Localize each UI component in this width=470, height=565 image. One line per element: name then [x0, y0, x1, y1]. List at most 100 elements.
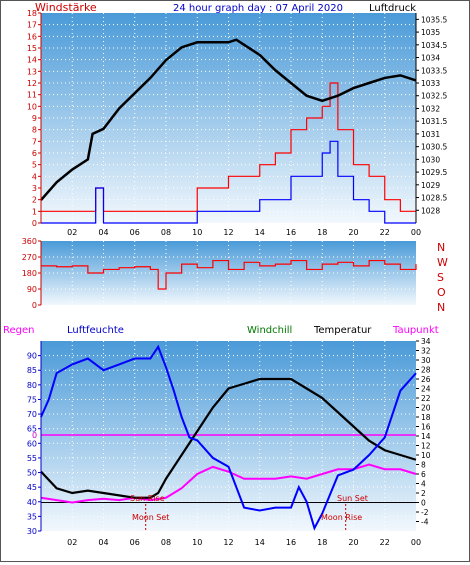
top-right-tick-label: 1034 [421, 54, 440, 63]
top-left-tick-label: 8 [32, 126, 37, 135]
top-left-tick-label: 12 [27, 79, 37, 88]
bottom-left-tick-label: 80 [27, 381, 37, 390]
bottom-right-tick-label: 20 [421, 404, 431, 413]
top-left-tick-label: 2 [32, 196, 37, 205]
bottom-right-tick-label: 34 [421, 337, 431, 346]
windstaerke-label: Windstärke [35, 1, 97, 14]
top-left-tick-label: 7 [32, 137, 37, 146]
page-title: 24 hour graph day : 07 April 2020 [173, 3, 343, 14]
sun-rise-label: Sun Rise [130, 494, 165, 503]
top-x-tick-label: 14 [255, 228, 265, 237]
bottom-right-tick-label: -4 [421, 518, 429, 527]
top-right-tick-label: 1035.5 [421, 15, 447, 24]
bottom-x-tick-label: 06 [130, 538, 140, 547]
top-x-tick-label: 20 [348, 228, 358, 237]
middle-left-tick-label: 0 [32, 301, 37, 310]
top-x-tick-label: 10 [192, 228, 202, 237]
top-left-tick-label: 1 [32, 207, 37, 216]
middle-left-tick-label: 180 [22, 269, 37, 278]
legend-taupunkt: Taupunkt [392, 325, 439, 336]
top-left-tick-label: 11 [27, 91, 37, 100]
top-x-tick-label: 16 [286, 228, 296, 237]
bottom-right-tick-label: 10 [421, 451, 431, 460]
bottom-left-tick-label: 55 [27, 454, 37, 463]
bottom-left-tick-label: 60 [27, 439, 37, 448]
bottom-left-tick-label: 65 [27, 425, 37, 434]
bottom-right-tick-label: 12 [421, 442, 431, 451]
bottom-x-tick-label: 10 [192, 538, 202, 547]
bottom-right-tick-label: 30 [421, 356, 431, 365]
zero-line-label: 0 [32, 431, 37, 440]
bottom-left-tick-label: 70 [27, 410, 37, 419]
wind-speed-line [41, 82, 416, 212]
bottom-right-tick-label: -2 [421, 508, 429, 517]
sun-set-label: Sun Set [337, 494, 368, 503]
top-left-tick-label: 16 [27, 32, 37, 41]
bottom-right-tick-label: 32 [421, 347, 431, 356]
compass-label: N [437, 241, 445, 254]
bottom-right-tick-label: 26 [421, 375, 431, 384]
bottom-right-tick-label: 16 [421, 423, 431, 432]
bottom-right-tick-label: 4 [421, 480, 426, 489]
bottom-x-tick-label: 00 [411, 538, 421, 547]
bottom-right-tick-label: 2 [421, 489, 426, 498]
compass-label: W [437, 256, 448, 269]
legend-regen: Regen [3, 325, 35, 336]
top-left-tick-label: 10 [27, 102, 37, 111]
top-x-tick-label: 00 [411, 228, 421, 237]
bottom-x-tick-label: 12 [223, 538, 233, 547]
top-left-tick-label: 5 [32, 161, 37, 170]
top-left-tick-label: 4 [32, 172, 37, 181]
top-right-tick-label: 1028 [421, 206, 440, 215]
top-left-tick-label: 17 [27, 21, 37, 30]
top-right-tick-label: 1029 [421, 181, 440, 190]
top-series [40, 38, 417, 224]
bottom-x-tick-label: 16 [286, 538, 296, 547]
bottom-x-tick-label: 04 [98, 538, 108, 547]
compass-label: S [437, 271, 444, 284]
humidity-line [40, 344, 417, 531]
bottom-left-tick-label: 50 [27, 469, 37, 478]
legend-luftfeuchte: Luftfeuchte [67, 325, 124, 336]
temperature-line [40, 377, 417, 499]
top-right-tick-label: 1032.5 [421, 92, 447, 101]
top-left-tick-label: 3 [32, 184, 37, 193]
top-left-tick-label: 6 [32, 149, 37, 158]
bottom-right-tick-label: 22 [421, 394, 431, 403]
bottom-left-tick-label: 45 [27, 483, 37, 492]
top-right-tick-label: 1032 [421, 104, 440, 113]
bottom-x-tick-label: 14 [255, 538, 265, 547]
bottom-right-tick-label: 8 [421, 461, 426, 470]
top-x-tick-label: 08 [161, 228, 171, 237]
bottom-x-tick-label: 08 [161, 538, 171, 547]
top-right-tick-label: 1035 [421, 28, 440, 37]
top-right-tick-label: 1034.5 [421, 41, 447, 50]
top-left-tick-label: 0 [32, 219, 37, 228]
compass-label: N [437, 301, 445, 314]
luftdruck-label: Luftdruck [369, 3, 416, 14]
middle-series [41, 259, 417, 290]
bottom-right-tick-label: 24 [421, 385, 431, 394]
moon-rise-label: Moon Rise [321, 513, 362, 522]
legend-temperatur: Temperatur [313, 325, 372, 336]
top-right-tick-label: 1030.5 [421, 143, 447, 152]
top-right-tick-label: 1031 [421, 130, 440, 139]
top-right-tick-label: 1029.5 [421, 168, 447, 177]
top-right-tick-label: 1033 [421, 79, 440, 88]
bottom-right-tick-label: 28 [421, 366, 431, 375]
middle-left-tick-label: 360 [22, 237, 37, 246]
bottom-left-tick-label: 40 [27, 498, 37, 507]
moon-set-label: Moon Set [132, 513, 169, 522]
bottom-right-tick-label: 18 [421, 413, 431, 422]
top-left-tick-label: 14 [27, 56, 37, 65]
top-left-tick-label: 9 [32, 114, 37, 123]
bottom-grid [41, 341, 416, 531]
wind-gust-line [41, 140, 416, 224]
bottom-x-tick-label: 20 [348, 538, 358, 547]
bottom-right-tick-label: 0 [421, 499, 426, 508]
bottom-x-tick-label: 02 [67, 538, 77, 547]
top-left-tick-label: 15 [27, 44, 37, 53]
bottom-right-tick-label: 6 [421, 470, 426, 479]
